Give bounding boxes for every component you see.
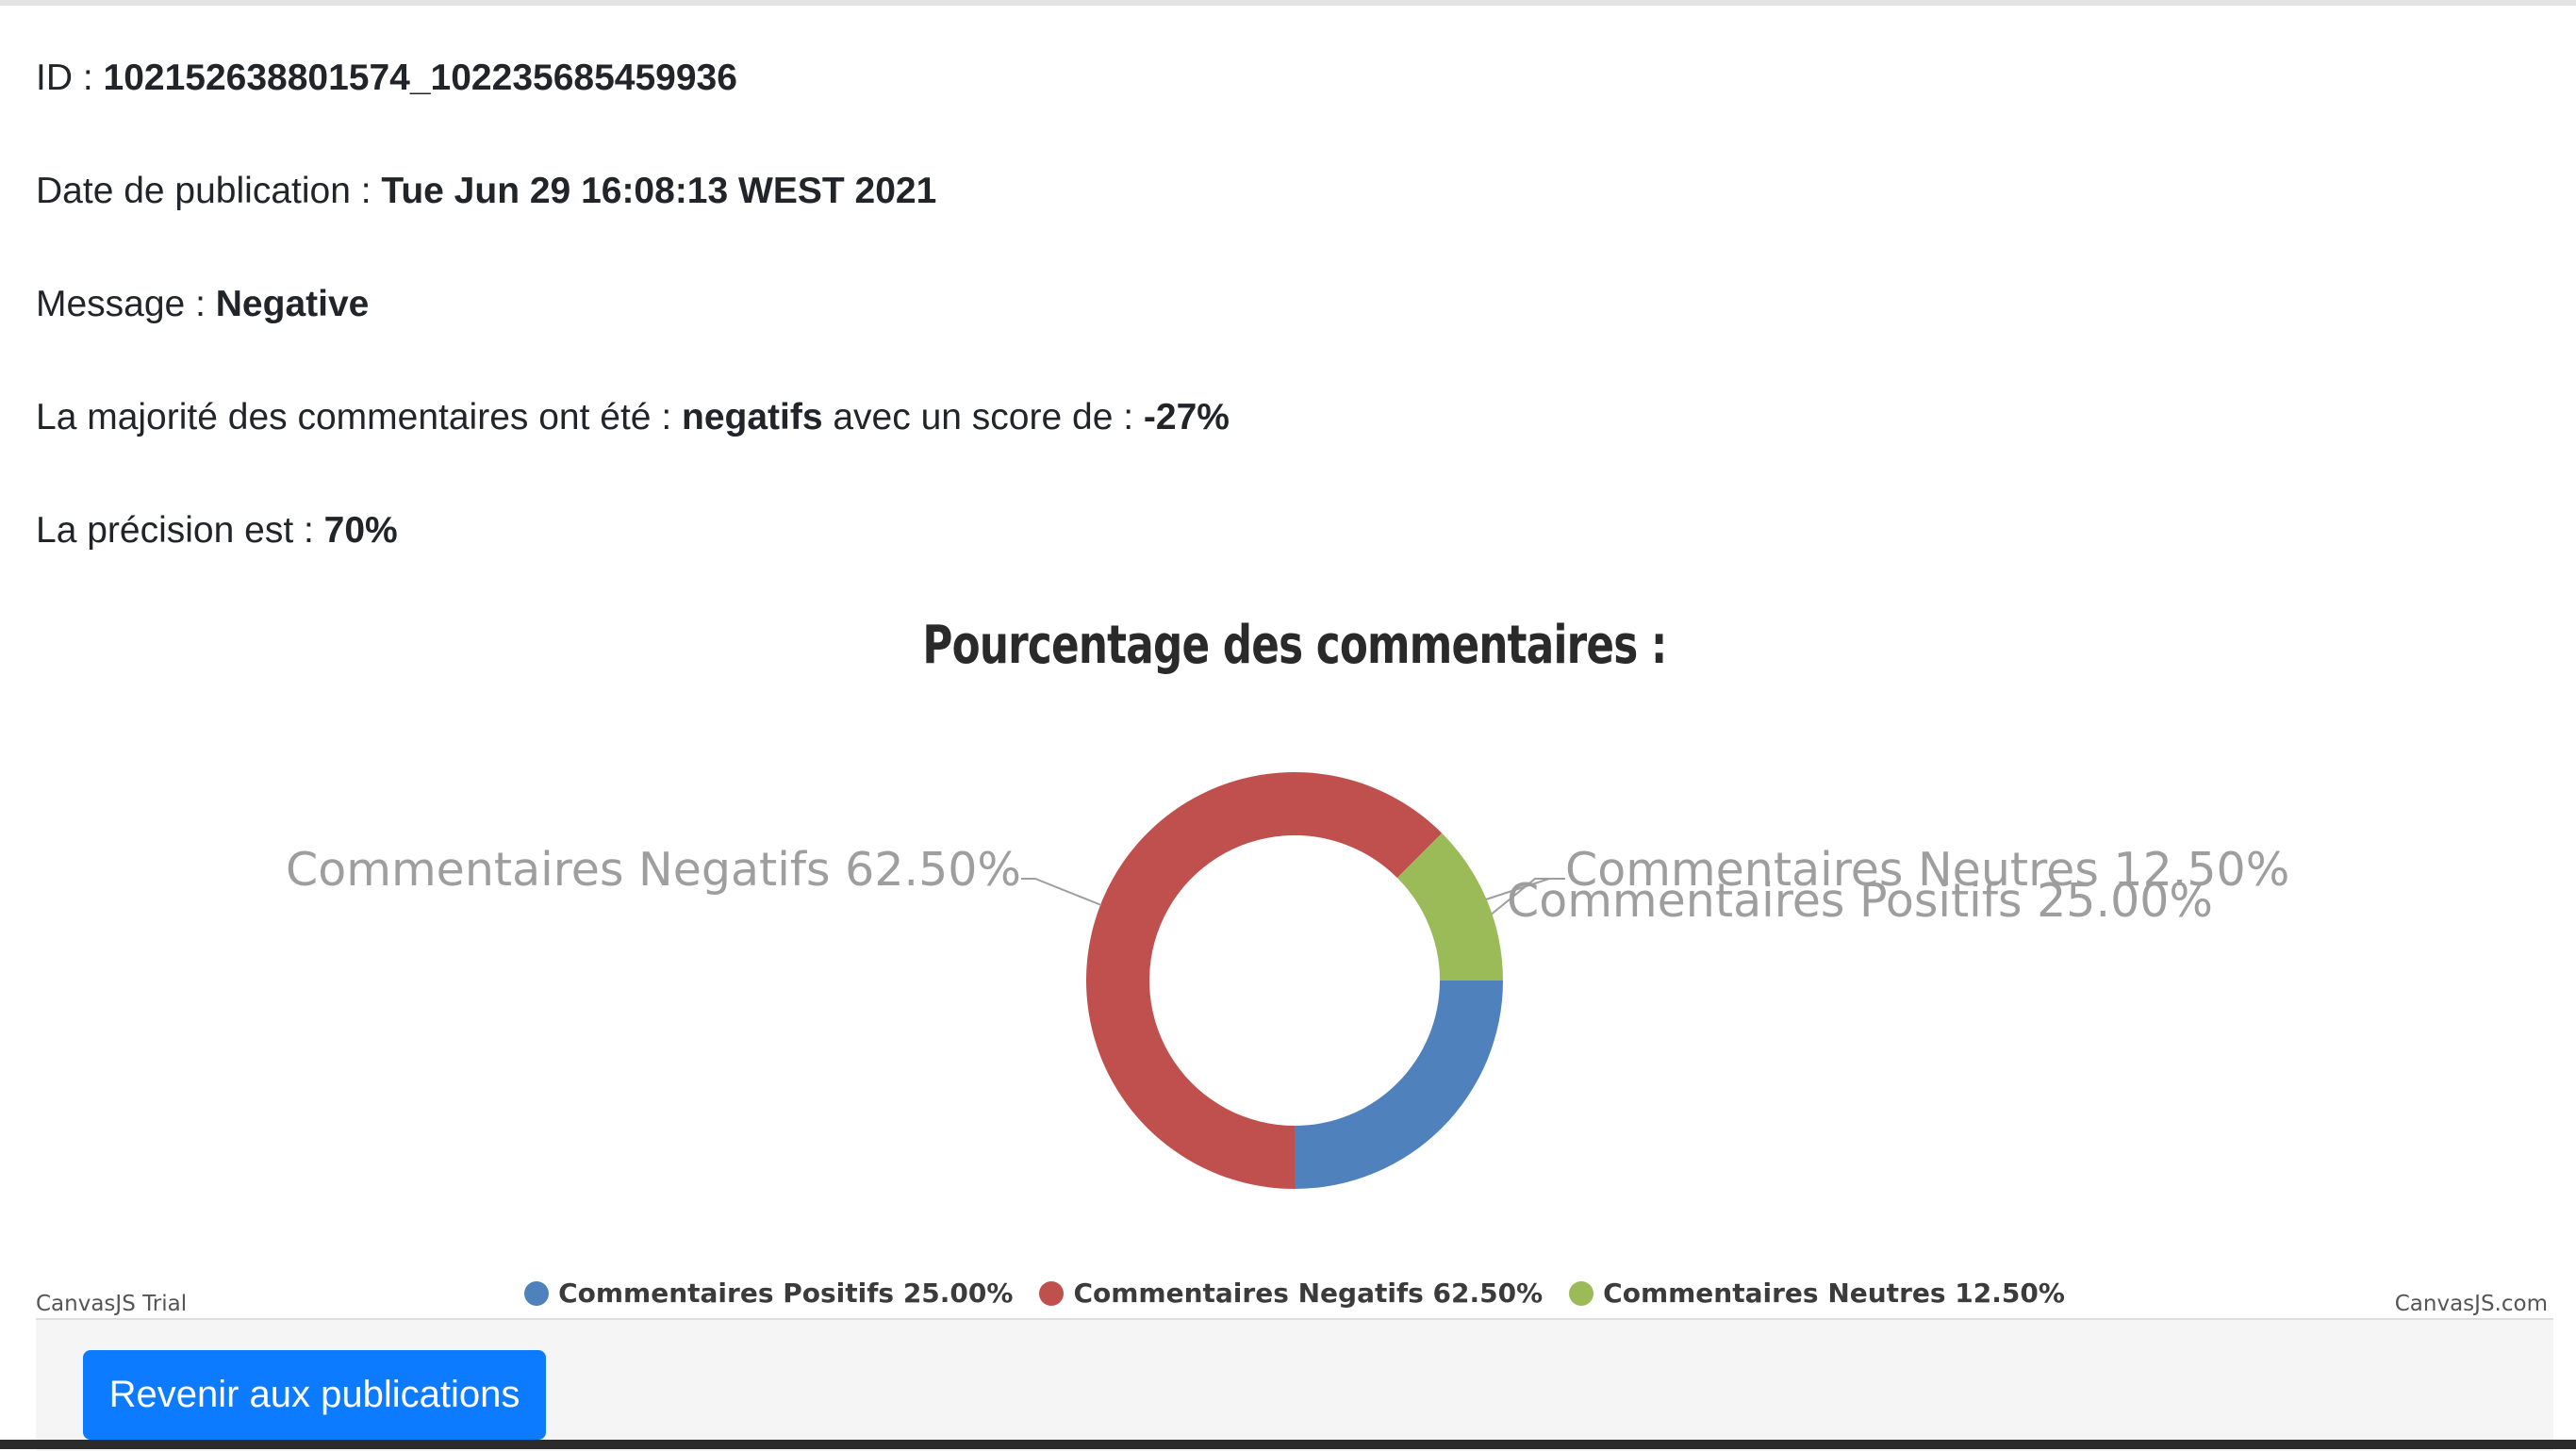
slice-label: Commentaires Negatifs 62.50% — [286, 843, 1021, 897]
publication-date-line: Date de publication : Tue Jun 29 16:08:1… — [36, 168, 936, 215]
post-id-label: ID : — [36, 58, 104, 98]
slice-label-connector — [1485, 878, 1565, 900]
publication-date-label: Date de publication : — [36, 171, 382, 211]
message-line: Message : Negative — [36, 281, 369, 328]
legend-label: Commentaires Positifs 25.00% — [558, 1278, 1014, 1309]
legend-label: Commentaires Neutres 12.50% — [1603, 1278, 2065, 1309]
canvasjs-site-credit[interactable]: CanvasJS.com — [2394, 1292, 2548, 1316]
legend-marker — [524, 1281, 550, 1306]
legend-item[interactable]: Commentaires Neutres 12.50% — [1569, 1278, 2065, 1309]
score-value: -27% — [1143, 397, 1230, 437]
majority-value: negatifs — [682, 397, 823, 437]
majority-middle: avec un score de : — [822, 397, 1144, 437]
legend-marker — [1569, 1281, 1594, 1306]
slice-label: Commentaires Neutres 12.50% — [1565, 843, 2289, 897]
top-border — [0, 0, 2576, 6]
slice-commentaires-positifs[interactable] — [1295, 981, 1503, 1189]
precision-value: 70% — [323, 510, 398, 551]
comments-chart: Pourcentage des commentaires : Commentai… — [36, 594, 2553, 1320]
chart-legend: Commentaires Positifs 25.00% Commentaires… — [36, 1278, 2553, 1309]
doughnut-chart-svg: Commentaires Positifs 25.00%Commentaires… — [286, 772, 2289, 1189]
message-value: Negative — [215, 284, 370, 324]
back-to-publications-button[interactable]: Revenir aux publications — [83, 1350, 546, 1440]
chart-title: Pourcentage des commentaires : — [922, 615, 1667, 676]
post-id-value: 102152638801574_102235685459936 — [103, 58, 737, 98]
precision-line: La précision est : 70% — [36, 507, 398, 554]
taskbar-strip — [0, 1440, 2576, 1449]
legend-item[interactable]: Commentaires Negatifs 62.50% — [1039, 1278, 1543, 1309]
legend-label: Commentaires Negatifs 62.50% — [1073, 1278, 1544, 1309]
post-id-line: ID : 102152638801574_102235685459936 — [36, 55, 737, 102]
majority-prefix: La majorité des commentaires ont été : — [36, 397, 682, 437]
slice-commentaires-negatifs[interactable] — [1086, 772, 1443, 1189]
slice-label: Commentaires Positifs 25.00% — [1507, 874, 2213, 928]
slice-label-connector — [1021, 878, 1102, 906]
majority-line: La majorité des commentaires ont été : n… — [36, 394, 1230, 441]
canvasjs-trial-credit: CanvasJS Trial — [36, 1292, 188, 1316]
legend-marker — [1039, 1281, 1065, 1306]
publication-date-value: Tue Jun 29 16:08:13 WEST 2021 — [381, 171, 937, 211]
slice-commentaires-neutres[interactable] — [1396, 833, 1503, 981]
legend-item[interactable]: Commentaires Positifs 25.00% — [524, 1278, 1013, 1309]
precision-label: La précision est : — [36, 510, 324, 551]
message-label: Message : — [36, 284, 216, 324]
